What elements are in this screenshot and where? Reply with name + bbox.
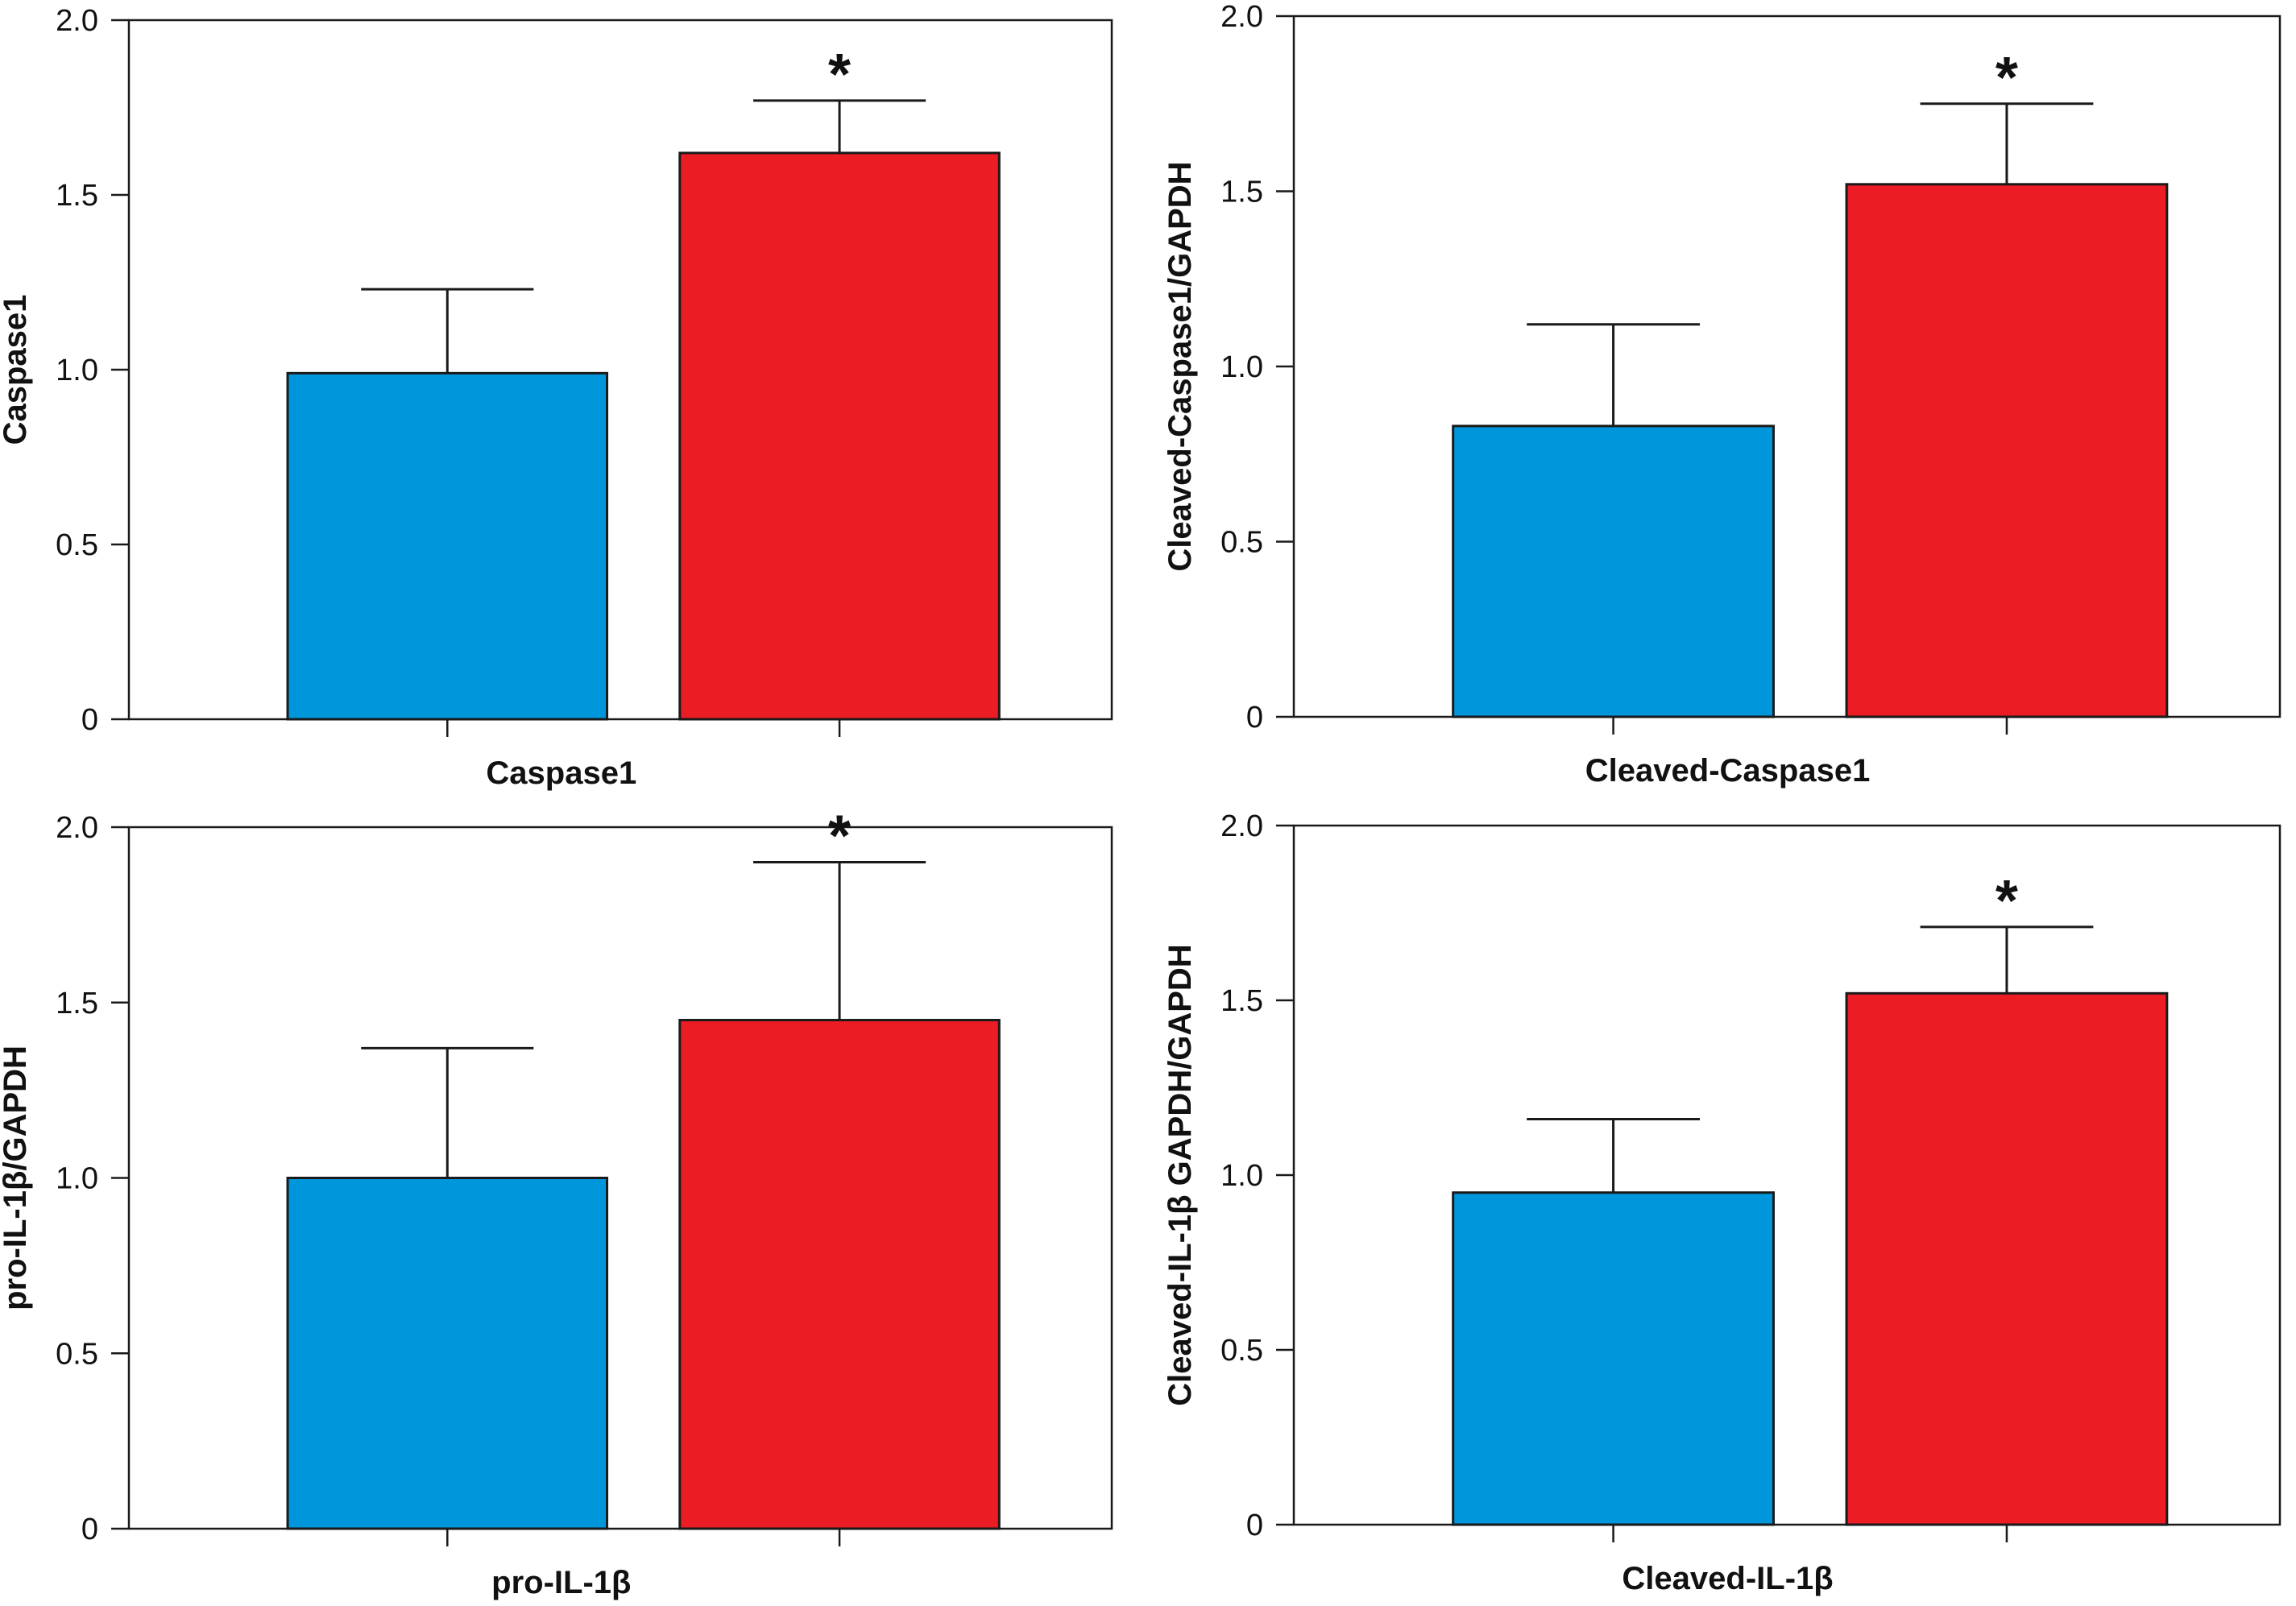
x-axis-title: Caspase1 [486,755,636,791]
y-tick-label: 1.0 [56,354,98,387]
y-tick-label: 0 [81,703,98,737]
y-axis-title: Cleaved-Caspase1/GAPDH [1163,161,1198,571]
y-tick-label: 1.0 [1221,350,1263,384]
y-tick-label: 2.0 [56,4,98,38]
y-tick-label: 0 [1246,701,1263,735]
y-tick-label: 1.5 [1221,984,1263,1018]
y-tick-label: 0.5 [1221,526,1263,560]
x-axis-title: Cleaved-IL-1β [1622,1561,1833,1596]
bar-1 [286,1177,609,1530]
x-axis-title: Cleaved-Caspase1 [1585,753,1871,789]
y-tick-label: 1.5 [1221,176,1263,209]
y-tick-label: 1.5 [56,987,98,1020]
chart-panel-1: 0 0.5 1.0 1.5 2.0 * Caspase1 Caspase1 [0,4,1113,791]
bar-2 [678,151,1001,721]
x-axis-title: pro-IL-1β [491,1565,631,1600]
y-tick-label: 2.0 [1221,809,1263,843]
bar-1 [1452,424,1775,718]
y-tick-label: 0 [1246,1509,1263,1542]
y-tick-label: 1.0 [56,1162,98,1196]
y-axis-title: Cleaved-IL-1β GAPDH/GAPDH [1163,944,1198,1405]
significance-mark: * [1996,869,2018,933]
y-tick-label: 1.5 [56,179,98,213]
bar-2 [678,1019,1001,1530]
y-tick-label: 2.0 [1221,0,1263,34]
y-axis-title: pro-IL-1β/GAPDH [0,1045,33,1310]
y-tick-label: 0.5 [56,1337,98,1371]
significance-mark: * [828,805,851,869]
y-tick-label: 0.5 [56,528,98,562]
y-tick-label: 2.0 [56,811,98,845]
chart-panel-3: 0 0.5 1.0 1.5 2.0 * pro-IL-1β pro-IL-1β/GAPDH [0,805,1113,1600]
significance-mark: * [1996,46,2018,110]
bar-1 [286,371,609,721]
y-tick-label: 0.5 [1221,1334,1263,1368]
bar-1 [1452,1191,1775,1526]
chart-panel-4: 0 0.5 1.0 1.5 2.0 * Cleaved-IL-1β Cleaved-IL-1β… [1163,809,2281,1596]
y-tick-label: 0 [81,1513,98,1546]
y-axis-title: Caspase1 [0,295,33,445]
bar-2 [1845,991,2169,1526]
significance-mark: * [828,43,851,107]
bar-2 [1845,183,2169,718]
y-tick-label: 1.0 [1221,1159,1263,1193]
chart-panel-2: 0 0.5 1.0 1.5 2.0 * Cleaved-Caspase1 Cleaved-Ca… [1163,0,2281,789]
